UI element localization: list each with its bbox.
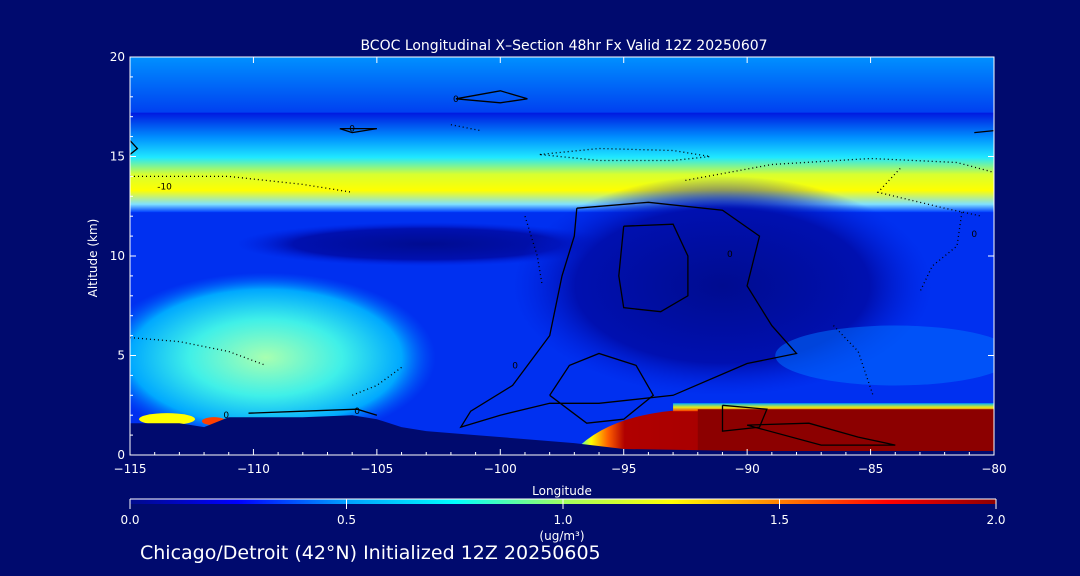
contour-lines bbox=[130, 90, 994, 446]
contour-label: 0 bbox=[349, 125, 355, 135]
colorbar-tick-label: 1.5 bbox=[770, 513, 789, 527]
contour-dotted bbox=[130, 336, 267, 367]
contour-dotted bbox=[919, 212, 963, 293]
eastern-plume bbox=[775, 325, 994, 386]
surface-max-edge bbox=[673, 403, 994, 412]
y-tick-label: 10 bbox=[110, 249, 125, 263]
x-tick-label: −110 bbox=[237, 462, 270, 476]
x-tick-label: −100 bbox=[484, 462, 517, 476]
contour-solid bbox=[549, 352, 655, 424]
y-axis-label: Altitude (km) bbox=[86, 219, 100, 298]
colorbar-tick-label: 2.0 bbox=[986, 513, 1005, 527]
contour-solid bbox=[455, 90, 528, 104]
x-axis: −115 −110 −105 −100 −95 −90 −85 −80 bbox=[114, 57, 1007, 476]
surface-core bbox=[697, 409, 994, 452]
contour-dotted bbox=[351, 366, 402, 396]
terrain bbox=[130, 415, 994, 455]
y-tick-label: 15 bbox=[110, 150, 125, 164]
x-tick-label: −95 bbox=[611, 462, 636, 476]
contour-label: 0 bbox=[354, 407, 360, 417]
contour-solid bbox=[618, 223, 689, 313]
chart-title: BCOC Longitudinal X–Section 48hr Fx Vali… bbox=[360, 38, 767, 54]
x-tick-label: −80 bbox=[981, 462, 1006, 476]
contour-solid bbox=[974, 129, 994, 134]
x-tick-label: −105 bbox=[360, 462, 393, 476]
y-tick-label: 20 bbox=[110, 50, 125, 64]
contour-label: 0 bbox=[727, 250, 733, 260]
contour-solid bbox=[130, 140, 139, 156]
colorbar-tick-label: 0.0 bbox=[120, 513, 139, 527]
colorbar: 0.0 0.5 1.0 1.5 2.0 (ug/m³) bbox=[120, 498, 1006, 543]
high-layer-band bbox=[130, 112, 994, 213]
west-hotspot bbox=[139, 413, 196, 426]
contour-dotted bbox=[876, 167, 982, 217]
contour-solid bbox=[459, 201, 798, 429]
contour-label: -10 bbox=[157, 182, 172, 192]
x-tick-label: −115 bbox=[114, 462, 147, 476]
colorbar-tick-label: 1.0 bbox=[553, 513, 572, 527]
contour-label: 0 bbox=[512, 361, 518, 371]
x-tick-label: −85 bbox=[858, 462, 883, 476]
contour-label: 0 bbox=[971, 230, 977, 240]
contour-solid bbox=[721, 404, 768, 432]
concentration-field bbox=[130, 57, 994, 455]
upper-layer bbox=[130, 57, 994, 113]
y-axis: 0 5 10 15 20 bbox=[110, 50, 994, 462]
colorbar-label: (ug/m³) bbox=[539, 529, 584, 543]
contour-label: 0 bbox=[453, 95, 459, 105]
colorbar-tick-label: 0.5 bbox=[337, 513, 356, 527]
contour-solid bbox=[746, 422, 896, 446]
x-axis-label: Longitude bbox=[532, 484, 592, 498]
contour-label-group: 0 0 -10 0 0 0 0 0 bbox=[157, 95, 977, 421]
footer-caption: Chicago/Detroit (42°N) Initialized 12Z 2… bbox=[140, 542, 601, 564]
y-tick-label: 0 bbox=[117, 448, 125, 462]
y-tick-label: 5 bbox=[117, 349, 125, 363]
mid-layer-plume bbox=[130, 272, 436, 443]
contour-label: 0 bbox=[223, 411, 229, 421]
x-tick-label: −90 bbox=[734, 462, 759, 476]
contour-solid bbox=[248, 408, 378, 416]
colorbar-ticks: 0.0 0.5 1.0 1.5 2.0 bbox=[120, 499, 1006, 527]
contour-solid bbox=[339, 127, 378, 134]
